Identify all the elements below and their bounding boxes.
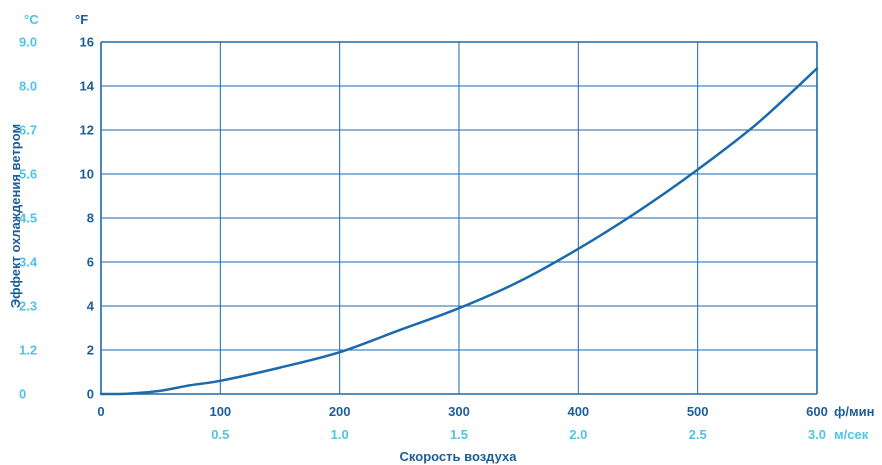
- y-tick-label: 8: [87, 211, 94, 226]
- y-tick-label-secondary: 4.5: [19, 211, 37, 226]
- x-unit-secondary: м/сек: [834, 427, 869, 442]
- x-tick-label: 100: [209, 404, 231, 419]
- grid: [100, 41, 818, 395]
- plot-area: [99, 67, 819, 396]
- y-tick-label-secondary: 5.6: [19, 167, 37, 182]
- y-tick-label: 2: [87, 343, 94, 358]
- x-tick-label: 0: [97, 404, 104, 419]
- x-tick-label: 500: [687, 404, 709, 419]
- y-tick-label: 0: [87, 387, 94, 402]
- x-tick-label-secondary: 3.0: [808, 427, 826, 442]
- x-ticks: 0 100 200 300 400 500 600 0.5 1.0 1.5 2.0 2.5 3.0: [97, 404, 827, 442]
- y-tick-label: 14: [80, 79, 95, 94]
- y-tick-label-secondary: 3.4: [19, 255, 38, 270]
- x-tick-label-secondary: 1.5: [450, 427, 468, 442]
- y-tick-label-secondary: 8.0: [19, 79, 37, 94]
- y-tick-label: 10: [80, 167, 94, 182]
- x-tick-label: 600: [806, 404, 828, 419]
- y-unit-secondary: °C: [24, 12, 39, 27]
- y-tick-label: 6: [87, 255, 94, 270]
- x-tick-label-secondary: 2.5: [689, 427, 707, 442]
- x-axis-title: Скорость воздуха: [400, 449, 518, 464]
- x-tick-label: 200: [329, 404, 351, 419]
- x-tick-label: 300: [448, 404, 470, 419]
- y-tick-label: 16: [80, 35, 94, 50]
- y-tick-label-secondary: 2.3: [19, 299, 37, 314]
- y-tick-label-secondary: 1.2: [19, 343, 37, 358]
- x-unit-primary: ф/мин: [834, 404, 874, 419]
- x-tick-label-secondary: 0.5: [211, 427, 229, 442]
- y-tick-label-secondary: 0: [19, 387, 26, 402]
- y-tick-label-secondary: 6.7: [19, 123, 37, 138]
- y-tick-label: 4: [87, 299, 95, 314]
- y-axis-title: Эффект охлаждения ветром: [8, 124, 23, 308]
- y-ticks: 0 0 2 1.2 4 2.3 6 3.4 8 4.5 10 5.6 12 6.7 14 8.0 16 9.0: [19, 35, 95, 402]
- x-tick-label: 400: [567, 404, 589, 419]
- y-unit-primary: °F: [75, 12, 88, 27]
- y-tick-label-secondary: 9.0: [19, 35, 37, 50]
- series-line: [99, 67, 819, 396]
- x-tick-label-secondary: 1.0: [331, 427, 349, 442]
- x-tick-label-secondary: 2.0: [569, 427, 587, 442]
- y-tick-label: 12: [80, 123, 94, 138]
